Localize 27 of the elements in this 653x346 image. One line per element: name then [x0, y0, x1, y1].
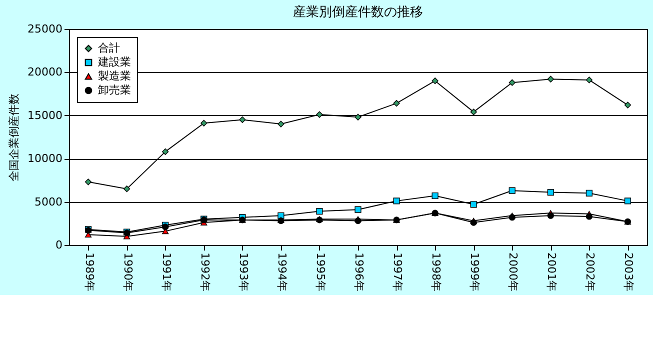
x-tick-label: 1989年: [82, 252, 96, 292]
y-tick-label: 25000: [28, 22, 62, 36]
x-tick-label: 1995年: [314, 252, 327, 292]
legend-label: 製造業: [98, 70, 131, 82]
x-tick-label: 2003年: [622, 252, 636, 292]
x-tick-label: 1994年: [275, 252, 288, 292]
y-axis-title: 全国企業倒産件数: [8, 94, 21, 182]
x-tick-label: 1998年: [430, 252, 443, 292]
x-tick-label: 2000年: [506, 252, 520, 292]
y-tick-label: 0: [56, 238, 62, 252]
x-tick-label: 1992年: [198, 252, 212, 292]
x-tick-label: 1999年: [468, 252, 482, 292]
y-tick-label: 20000: [28, 66, 62, 79]
chart-title: 産業別倒産件数の推移: [293, 4, 423, 20]
x-tick-label: 1991年: [160, 252, 173, 292]
x-tick-label: 2001年: [545, 252, 558, 292]
y-tick-label: 5000: [34, 195, 62, 208]
y-tick-label: 10000: [28, 152, 62, 166]
x-tick-label: 1996年: [352, 252, 366, 292]
x-tick-label: 1990年: [121, 252, 134, 292]
x-tick-label: 1997年: [391, 252, 404, 292]
y-tick-label: 15000: [28, 108, 62, 122]
legend-label: 合計: [98, 42, 120, 54]
x-tick-label: 1993年: [236, 252, 250, 292]
legend-label: 卸売業: [98, 84, 131, 96]
legend-label: 建設業: [97, 56, 131, 68]
x-tick-label: 2002年: [584, 252, 597, 292]
